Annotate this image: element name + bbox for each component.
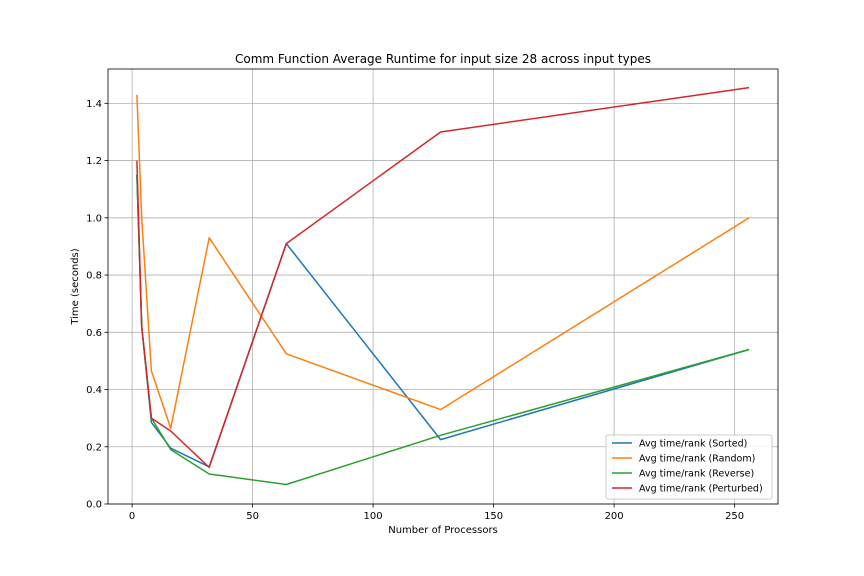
x-tick-label: 100 [364,511,383,522]
y-tick-label: 0.2 [86,442,102,453]
x-tick-label: 0 [129,511,135,522]
x-tick-label: 250 [725,511,744,522]
series-line-0 [136,174,750,468]
y-tick-label: 1.4 [86,99,102,110]
x-tick-label: 150 [484,511,503,522]
x-axis-label: Number of Processors [388,525,498,536]
series-line-3 [136,86,750,469]
x-axis-ticks: 0 50 100 150 200 250 [129,504,744,522]
grid [108,69,778,505]
legend-label-0: Avg time/rank (Sorted) [639,439,747,450]
series-lines [136,86,750,486]
x-tick-label: 200 [605,511,624,522]
legend-label-1: Avg time/rank (Random) [639,454,755,465]
y-tick-label: 0.6 [86,328,102,339]
y-axis-ticks: 0.0 0.2 0.4 0.6 0.8 1.0 1.2 1.4 [86,99,108,511]
y-tick-label: 0.8 [86,271,102,282]
y-tick-label: 0.0 [86,500,102,511]
legend: Avg time/rank (Sorted) Avg time/rank (Ran… [605,434,773,500]
y-tick-label: 1.2 [86,156,102,167]
legend-label-3: Avg time/rank (Perturbed) [639,484,763,495]
legend-box [605,434,773,500]
series-line-1 [136,94,750,429]
y-tick-label: 0.4 [86,385,102,396]
y-axis-label: Time (seconds) [70,248,81,325]
chart-title: Comm Function Average Runtime for input … [235,52,651,66]
x-tick-label: 50 [246,511,259,522]
y-tick-label: 1.0 [86,213,102,224]
legend-label-2: Avg time/rank (Reverse) [639,469,754,480]
plot-frame [107,68,779,505]
